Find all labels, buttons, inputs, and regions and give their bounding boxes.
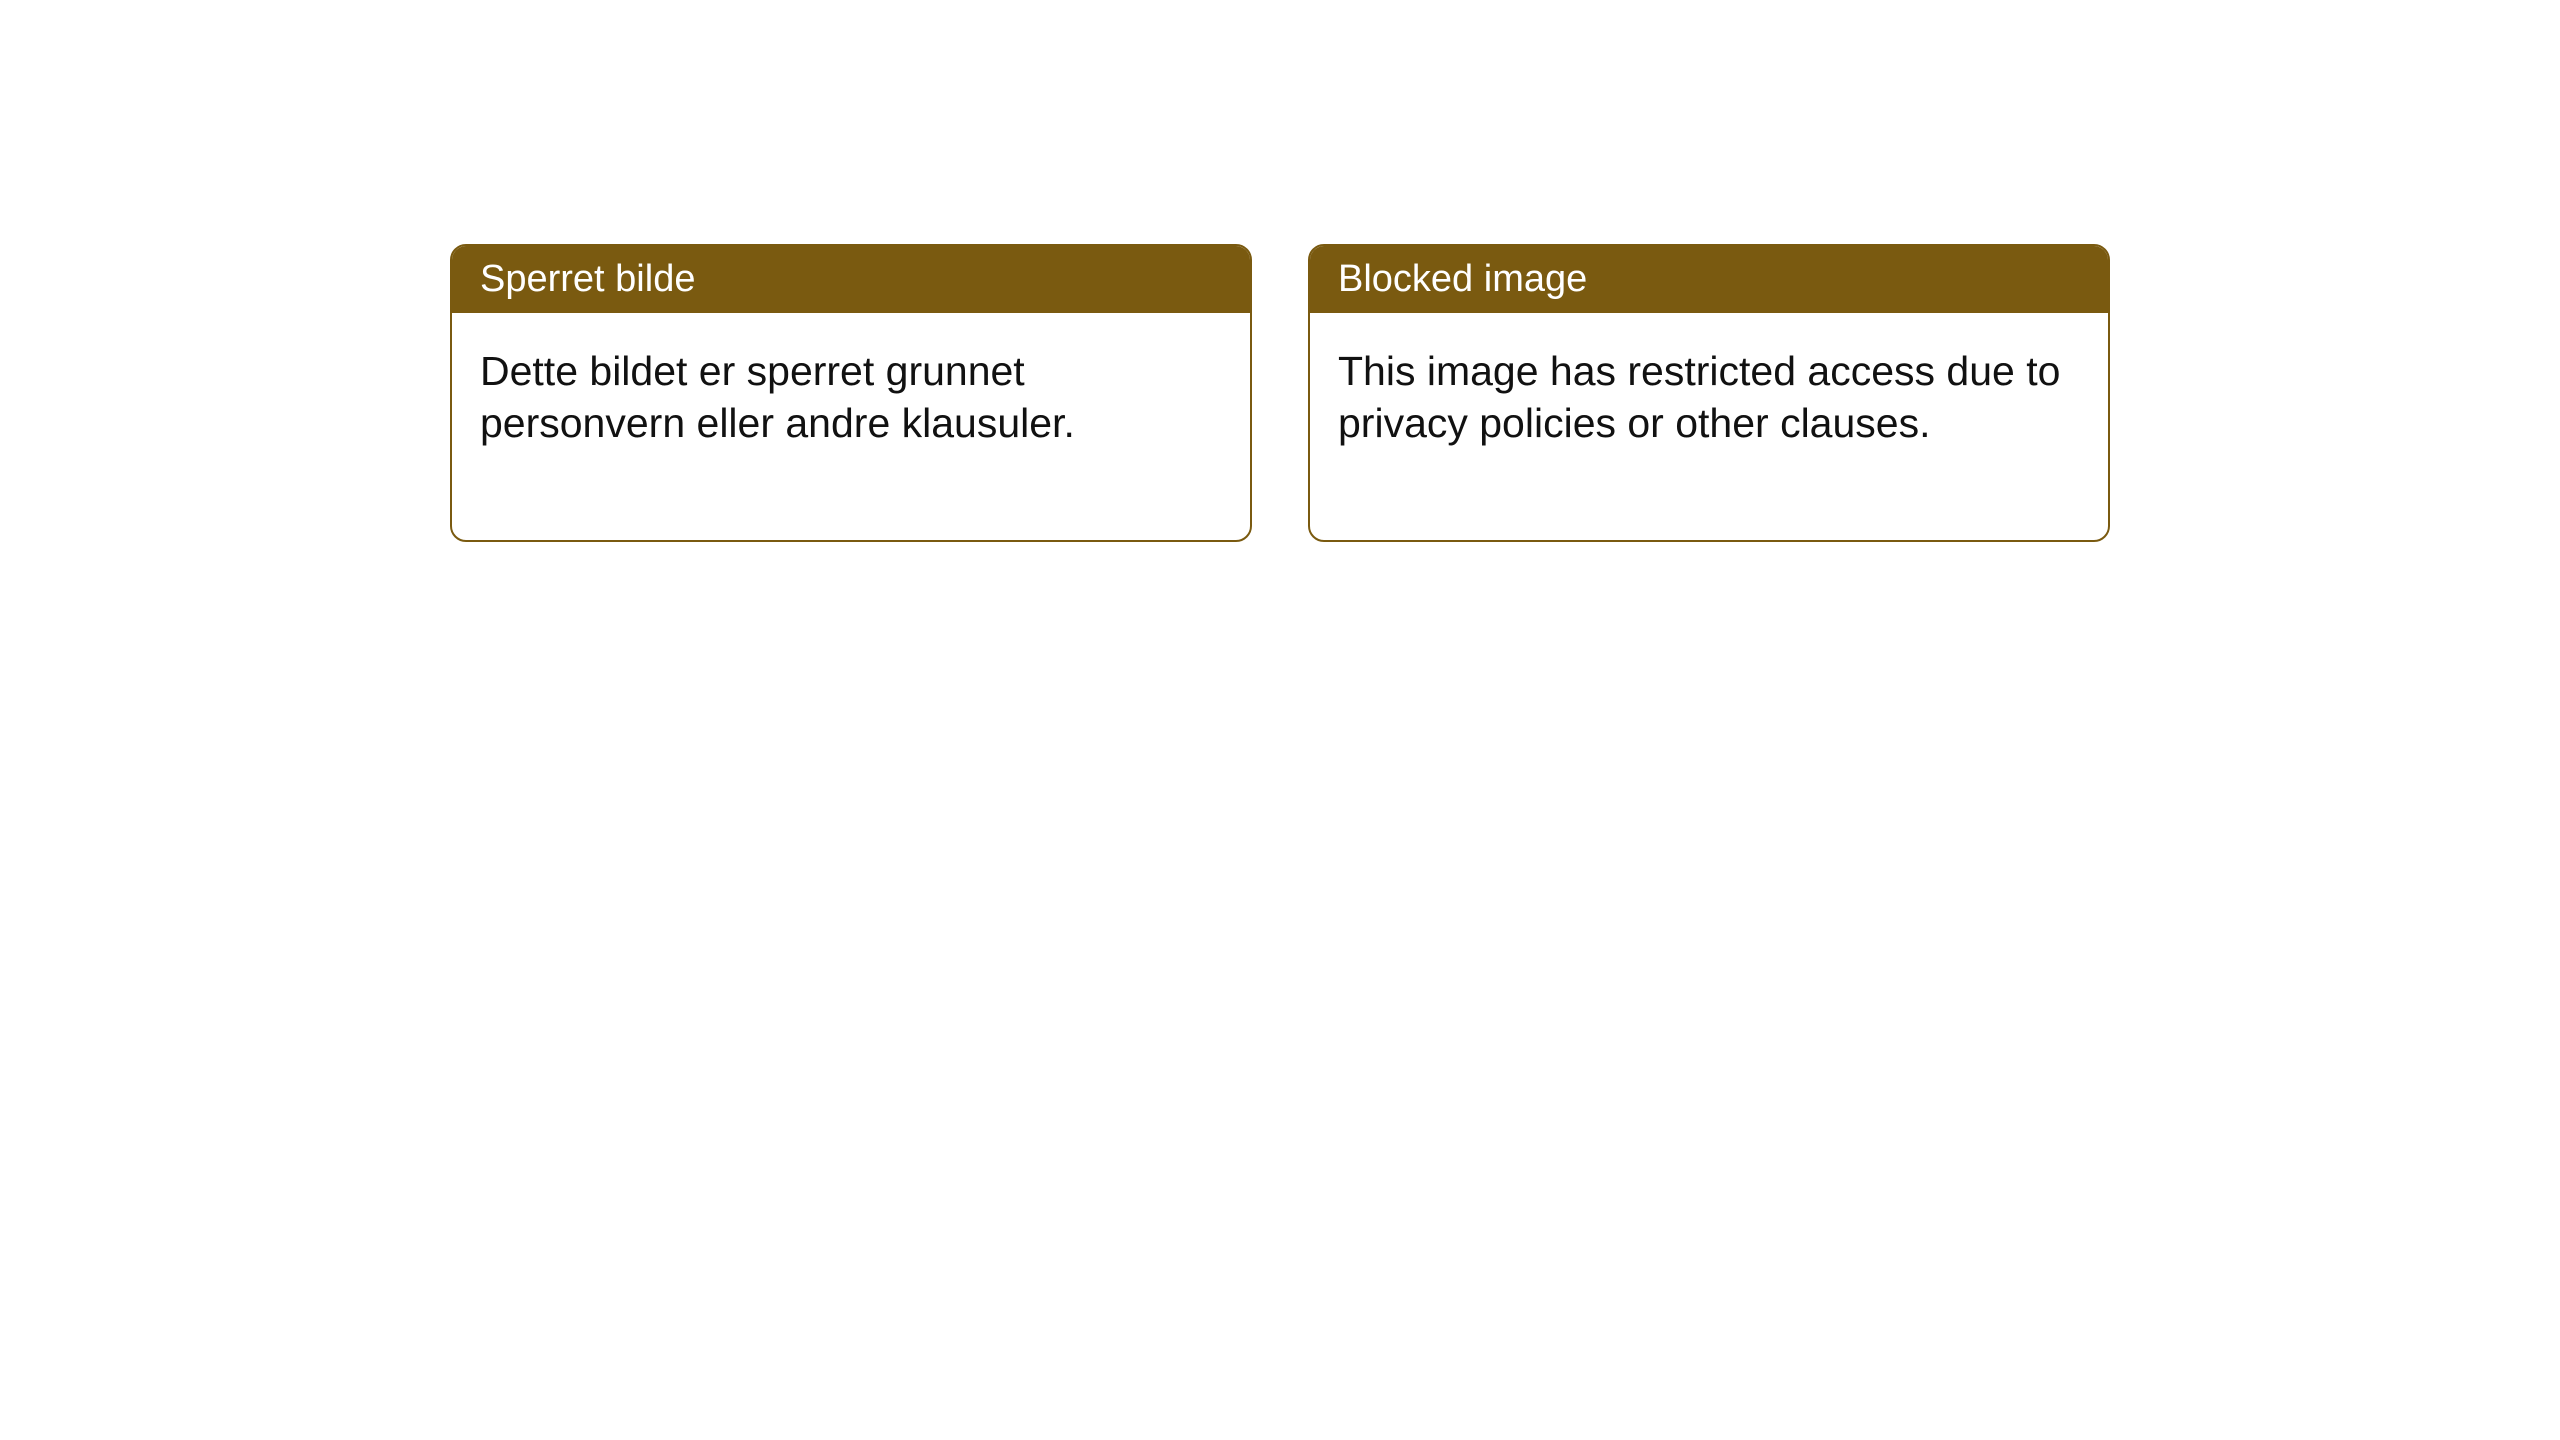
notice-panels-container: Sperret bilde Dette bildet er sperret gr… bbox=[450, 244, 2110, 542]
blocked-image-panel-no: Sperret bilde Dette bildet er sperret gr… bbox=[450, 244, 1252, 542]
panel-header-no: Sperret bilde bbox=[452, 246, 1250, 313]
panel-body-en: This image has restricted access due to … bbox=[1310, 313, 2108, 540]
blocked-image-panel-en: Blocked image This image has restricted … bbox=[1308, 244, 2110, 542]
panel-header-en: Blocked image bbox=[1310, 246, 2108, 313]
panel-body-no: Dette bildet er sperret grunnet personve… bbox=[452, 313, 1250, 540]
